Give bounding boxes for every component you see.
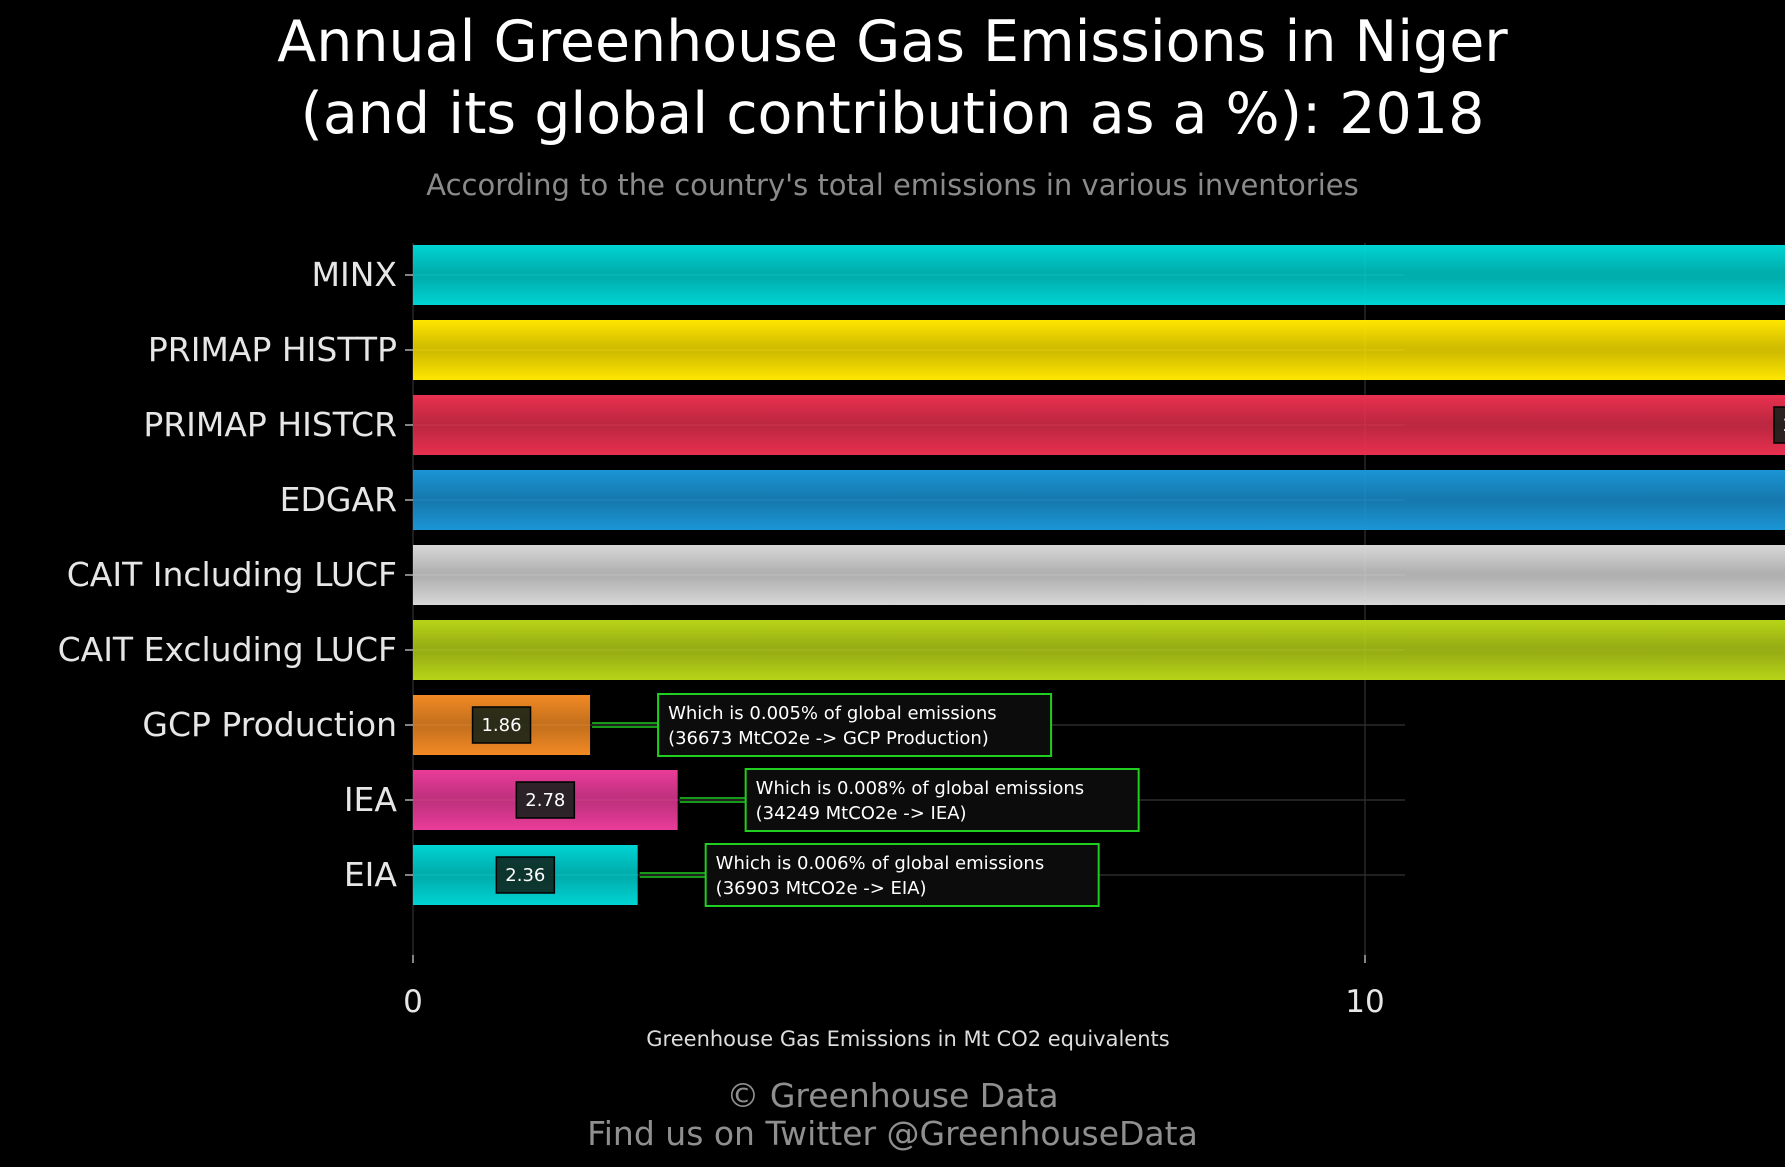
- annotation-line-2: (34249 MtCO2e -> IEA): [756, 803, 967, 824]
- annotation-line-2: (36903 MtCO2e -> EIA): [716, 878, 927, 899]
- value-label: 2.36: [505, 865, 545, 886]
- annotation-line-2: (36673 MtCO2e -> GCP Production): [668, 728, 989, 749]
- annotation-line-1: Which is 0.008% of global emissions: [756, 778, 1085, 799]
- bar: [413, 320, 1785, 380]
- value-label: 29.2: [1783, 415, 1785, 436]
- bar: [413, 620, 1785, 680]
- chart-title: Annual Greenhouse Gas Emissions in Niger…: [0, 6, 1785, 150]
- footer-copyright: © Greenhouse Data: [726, 1076, 1059, 1115]
- annotation-box: [704, 843, 1100, 907]
- x-axis-label: Greenhouse Gas Emissions in Mt CO2 equiv…: [646, 1027, 1169, 1051]
- annotation-box: [657, 693, 1053, 757]
- chart-title-line-2: (and its global contribution as a %): 20…: [300, 81, 1485, 147]
- annotation-line-1: Which is 0.006% of global emissions: [716, 853, 1045, 874]
- category-label: CAIT Including LUCF: [67, 555, 397, 594]
- annotation-line-1: Which is 0.005% of global emissions: [668, 703, 997, 724]
- category-label: GCP Production: [142, 705, 397, 744]
- value-label: 2.78: [525, 790, 565, 811]
- category-label: CAIT Excluding LUCF: [58, 630, 397, 669]
- category-label: IEA: [344, 780, 398, 819]
- value-label: 1.86: [481, 715, 521, 736]
- bar: [413, 395, 1785, 455]
- chart-subtitle: According to the country's total emissio…: [426, 168, 1359, 202]
- value-label-box: [515, 781, 576, 819]
- chart-title-line-1: Annual Greenhouse Gas Emissions in Niger: [277, 9, 1508, 75]
- footer-twitter: Find us on Twitter @GreenhouseData: [587, 1114, 1198, 1153]
- category-label: EDGAR: [280, 480, 397, 519]
- x-tick-label: 0: [403, 984, 423, 1020]
- bar: [413, 545, 1785, 605]
- value-label-box: [471, 706, 532, 744]
- bar: [413, 245, 1785, 305]
- bar: [413, 470, 1785, 530]
- value-label-box: [495, 856, 556, 894]
- category-label: MINX: [312, 255, 398, 294]
- value-label-box: [1773, 406, 1785, 444]
- category-label: EIA: [344, 855, 398, 894]
- x-tick-label: 10: [1345, 984, 1384, 1020]
- category-label: PRIMAP HISTCR: [143, 405, 397, 444]
- category-label: PRIMAP HISTTP: [148, 330, 397, 369]
- annotation-box: [744, 768, 1140, 832]
